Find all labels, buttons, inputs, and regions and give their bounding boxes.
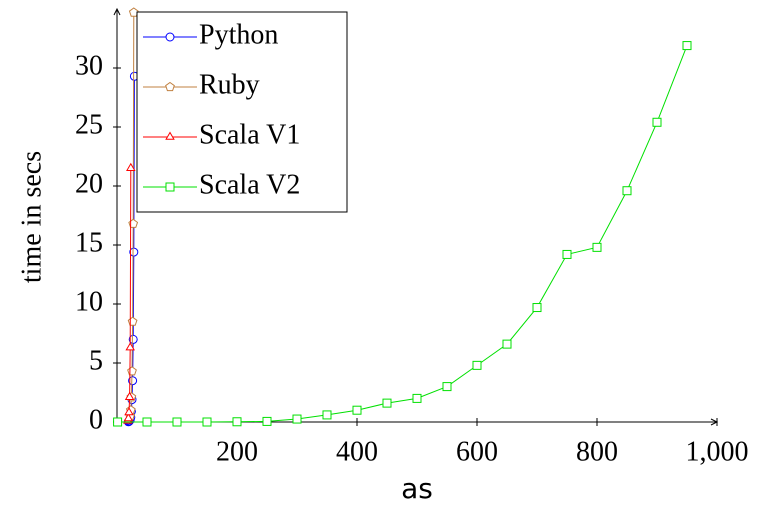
x-axis-title: as [401, 472, 433, 505]
data-point [532, 303, 542, 313]
y-tick-label: 0 [89, 404, 103, 435]
data-point [412, 393, 422, 403]
legend-label: Ruby [199, 69, 260, 100]
data-point [292, 414, 302, 424]
legend-box [136, 11, 348, 213]
data-point [322, 410, 332, 420]
data-point [113, 417, 123, 427]
data-point [126, 162, 136, 171]
data-point [652, 117, 662, 127]
x-tick-label: 800 [576, 436, 618, 467]
y-tick-label: 10 [75, 286, 103, 317]
legend-marker [165, 81, 175, 92]
data-point [129, 247, 139, 257]
legend-marker [165, 182, 175, 192]
data-point [128, 334, 138, 344]
data-point [172, 417, 182, 427]
data-point [562, 249, 572, 259]
x-tick-label: 1,000 [686, 436, 749, 467]
legend-marker [165, 131, 175, 140]
x-tick-label: 400 [336, 436, 378, 467]
data-point [202, 417, 212, 427]
data-point [472, 360, 482, 370]
data-point [352, 405, 362, 415]
data-point [125, 342, 135, 351]
data-point [622, 186, 632, 196]
data-point [142, 417, 152, 427]
y-axis-arrow [113, 7, 121, 16]
data-point [127, 316, 138, 326]
data-point [232, 417, 242, 427]
legend-label: Scala V2 [199, 169, 300, 200]
x-tick-label: 200 [216, 436, 258, 467]
y-tick-label: 25 [75, 109, 103, 140]
data-point [127, 366, 137, 376]
data-point [682, 41, 692, 51]
data-point [592, 242, 602, 252]
data-point [502, 339, 512, 349]
legend-label: Scala V1 [199, 119, 300, 150]
legend-marker [165, 32, 175, 42]
y-tick-label: 5 [89, 345, 103, 376]
data-point [124, 391, 135, 400]
data-point [128, 7, 139, 17]
y-tick-label: 15 [75, 227, 103, 258]
legend-label: Python [199, 19, 278, 50]
data-point [123, 413, 134, 422]
data-point [124, 407, 134, 416]
data-point [262, 416, 272, 426]
data-point [382, 398, 392, 408]
y-tick-label: 30 [75, 50, 103, 81]
y-tick-label: 20 [75, 168, 103, 199]
x-tick-label: 600 [456, 436, 498, 467]
data-point [128, 376, 138, 386]
series-line [117, 45, 688, 423]
data-point [442, 382, 452, 392]
y-axis-title: time in secs [16, 151, 47, 283]
